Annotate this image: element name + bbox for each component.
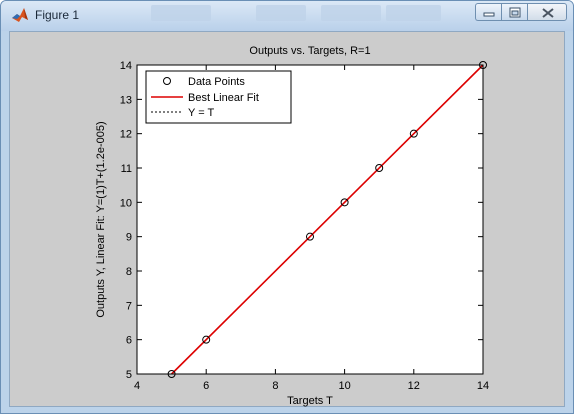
y-tick-label: 13 [120, 94, 132, 106]
x-tick-label: 6 [203, 380, 209, 392]
y-tick-label: 5 [126, 369, 132, 381]
background-blur [256, 5, 306, 21]
y-tick-label: 8 [126, 266, 132, 278]
x-tick-label: 10 [338, 380, 350, 392]
matlab-logo-icon [11, 7, 29, 23]
maximize-icon [502, 4, 528, 22]
chart: 4 6 8 10 12 14 5 6 7 8 9 10 11 12 13 14 Data Points Best … [10, 32, 566, 408]
chart-title: Outputs vs. Targets, R=1 [249, 45, 370, 57]
figure-canvas: 4 6 8 10 12 14 5 6 7 8 9 10 11 12 13 14 Data Points Best … [9, 31, 565, 407]
legend-label-identity: Y = T [188, 107, 214, 119]
minimize-icon [476, 4, 502, 22]
close-button[interactable] [527, 3, 567, 21]
y-tick-label: 11 [121, 163, 132, 175]
maximize-button[interactable] [501, 3, 527, 21]
x-tick-label: 12 [408, 380, 420, 392]
legend-label-data-points: Data Points [188, 76, 245, 88]
minimize-button[interactable] [475, 3, 501, 21]
background-blur [386, 5, 441, 21]
y-tick-label: 7 [126, 300, 132, 312]
close-icon [528, 4, 568, 22]
title-bar[interactable]: Figure 1 [1, 1, 573, 31]
y-tick-label: 12 [120, 129, 132, 141]
x-tick-label: 8 [272, 380, 278, 392]
y-tick-label: 9 [126, 232, 132, 244]
window-title: Figure 1 [35, 8, 79, 22]
x-tick-label: 14 [477, 380, 489, 392]
background-blur [151, 5, 211, 21]
y-tick-label: 6 [126, 335, 132, 347]
legend-label-best-fit: Best Linear Fit [188, 92, 259, 104]
x-axis-label: Targets T [287, 395, 333, 407]
x-tick-label: 4 [134, 380, 140, 392]
background-blur [321, 5, 381, 21]
window-controls [475, 3, 567, 21]
y-tick-label: 10 [120, 197, 132, 209]
y-tick-label: 14 [120, 60, 132, 72]
y-axis-label: Outputs Y, Linear Fit: Y=(1)T+(1.2e-005) [95, 121, 107, 317]
